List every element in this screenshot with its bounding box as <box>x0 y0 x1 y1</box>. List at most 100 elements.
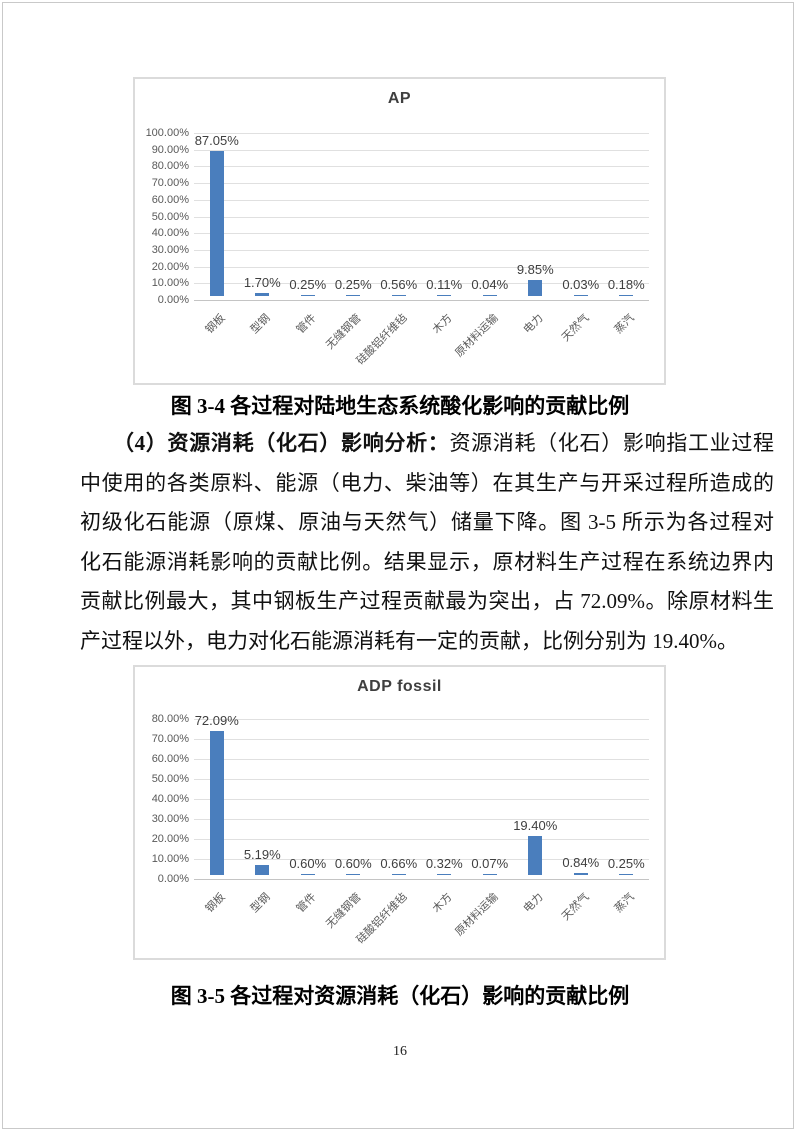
bar-型钢 <box>255 293 270 296</box>
bar-木方 <box>437 874 452 875</box>
paragraph-line: 中使用的各类原料、能源（电力、柴油等）在其生产与开采过程所造成的 <box>80 470 774 495</box>
paragraph-lead-bold: （4）资源消耗（化石）影响分析： <box>113 431 450 455</box>
y-axis-tick-label: 80.00% <box>151 713 189 725</box>
x-axis-category-text: 电力 <box>521 891 546 916</box>
data-label: 87.05% <box>194 132 239 148</box>
x-axis-category-text: 木方 <box>430 891 455 916</box>
chart-title: AP <box>387 90 412 107</box>
body-paragraph: （4）资源消耗（化石）影响分析：资源消耗（化石）影响指工业过程 中使用的各类原料… <box>80 424 774 661</box>
x-axis-category-text: 钢板 <box>203 891 228 916</box>
gridline <box>194 859 649 860</box>
data-label: 0.25% <box>607 856 645 872</box>
x-axis-category-text: 天然气 <box>559 312 592 344</box>
data-label: 0.32% <box>425 856 463 872</box>
bar-硅酸铝纤维毡 <box>391 873 406 875</box>
gridline <box>194 739 649 740</box>
gridline <box>194 283 649 285</box>
y-axis-tick-label: 70.00% <box>151 177 189 190</box>
data-label: 0.07% <box>471 856 509 872</box>
bar-型钢 <box>255 864 270 875</box>
bar-无缝钢管 <box>346 295 361 296</box>
data-label: 0.60% <box>289 855 327 871</box>
x-axis-category-text: 型钢 <box>248 891 273 916</box>
data-label: 1.70% <box>243 275 281 291</box>
bar-天然气 <box>573 873 588 875</box>
data-label: 0.66% <box>380 855 418 871</box>
y-axis-tick-label: 40.00% <box>151 227 189 240</box>
gridline <box>194 799 649 800</box>
data-label: 9.85% <box>516 261 554 277</box>
bar-钢板 <box>209 150 224 296</box>
data-label: 72.09% <box>194 712 239 728</box>
paragraph-line: 化石能源消耗影响的贡献比例。结果显示，原材料生产过程在系统边界内 <box>80 549 774 574</box>
gridline <box>194 839 649 840</box>
data-label: 0.25% <box>334 277 372 293</box>
gridline <box>194 266 649 268</box>
data-label: 5.19% <box>243 846 281 862</box>
data-label: 19.40% <box>513 818 558 834</box>
gridline <box>194 819 649 820</box>
bar-蒸汽 <box>619 295 634 296</box>
x-axis-category-text: 原材料运输 <box>452 312 501 360</box>
gridline <box>194 133 649 134</box>
x-axis-line <box>194 300 649 301</box>
y-axis-tick-label: 50.00% <box>151 773 189 785</box>
x-axis-category-text: 钢板 <box>203 312 228 337</box>
bar-天然气 <box>573 295 588 296</box>
bar-钢板 <box>209 730 224 875</box>
figure-3-5-caption: 图 3-5 各过程对资源消耗（化石）影响的贡献比例 <box>170 984 630 1008</box>
paragraph-line-rest: 资源消耗（化石）影响指工业过程 <box>449 431 775 455</box>
data-label: 0.56% <box>380 277 418 293</box>
data-label: 0.11% <box>426 277 463 293</box>
x-axis-category-text: 原材料运输 <box>452 891 501 939</box>
y-axis-tick-label: 0.00% <box>157 873 189 885</box>
y-axis-tick-label: 30.00% <box>151 813 189 825</box>
y-axis-tick-label: 80.00% <box>151 160 189 173</box>
paragraph-line: 初级化石能源（原煤、原油与天然气）储量下降。图 3-5 所示为各过程对 <box>80 510 774 534</box>
bar-管件 <box>300 295 315 296</box>
x-axis-line <box>194 879 649 880</box>
y-axis-tick-label: 100.00% <box>145 127 189 139</box>
y-axis-tick-label: 60.00% <box>151 753 189 765</box>
paragraph-line: 产过程以外，电力对化石能源消耗有一定的贡献，比例分别为 19.40%。 <box>80 628 738 653</box>
gridline <box>194 166 649 168</box>
gridline <box>194 199 649 201</box>
bar-原材料运输 <box>482 295 497 296</box>
x-axis-category-text: 型钢 <box>248 312 273 337</box>
bar-电力 <box>528 836 543 875</box>
data-label: 0.04% <box>471 277 509 293</box>
y-axis-tick-label: 20.00% <box>151 833 189 845</box>
x-axis-category-text: 无缝钢管 <box>324 891 364 931</box>
y-axis-tick-label: 0.00% <box>157 294 189 306</box>
data-label: 0.25% <box>289 277 327 293</box>
x-axis-category-text: 蒸汽 <box>612 312 637 337</box>
x-axis-category-text: 管件 <box>294 312 319 337</box>
bar-木方 <box>437 295 452 296</box>
y-axis-tick-label: 40.00% <box>151 793 189 805</box>
gridline <box>194 779 649 780</box>
paragraph-line: 贡献比例最大，其中钢板生产过程贡献最为突出，占 72.09%。除原材料生 <box>80 589 774 613</box>
gridline <box>194 149 649 151</box>
bar-蒸汽 <box>619 874 634 875</box>
gridline <box>194 233 649 235</box>
y-axis-tick-label: 20.00% <box>151 260 189 273</box>
x-axis-category-text: 管件 <box>294 891 319 916</box>
ap-bar-chart: AP 100.00% 90.00% 80.00% 70.00% 60.00% 50.00%… <box>133 77 666 385</box>
data-label: 0.03% <box>562 277 600 293</box>
adp-fossil-bar-chart: ADP fossil 80.00% 70.00% 60.00% 50.00% 40.00… <box>133 665 666 960</box>
gridline <box>194 249 649 251</box>
x-axis-category-text: 电力 <box>521 312 546 337</box>
y-axis-tick-label: 10.00% <box>151 853 189 865</box>
x-axis-category-text: 蒸汽 <box>612 891 637 916</box>
x-axis-category-text: 天然气 <box>559 891 592 923</box>
figure-3-4-caption: 图 3-4 各过程对陆地生态系统酸化影响的贡献比例 <box>170 394 630 418</box>
chart-title: ADP fossil <box>357 678 442 695</box>
page-number: 16 <box>393 1044 407 1059</box>
gridline <box>194 216 649 218</box>
bar-电力 <box>528 279 543 296</box>
y-axis-tick-label: 70.00% <box>151 733 189 745</box>
data-label: 0.84% <box>562 855 600 871</box>
y-axis-tick-label: 30.00% <box>151 243 189 256</box>
paragraph-line: （4）资源消耗（化石）影响分析：资源消耗（化石）影响指工业过程 <box>80 424 774 464</box>
